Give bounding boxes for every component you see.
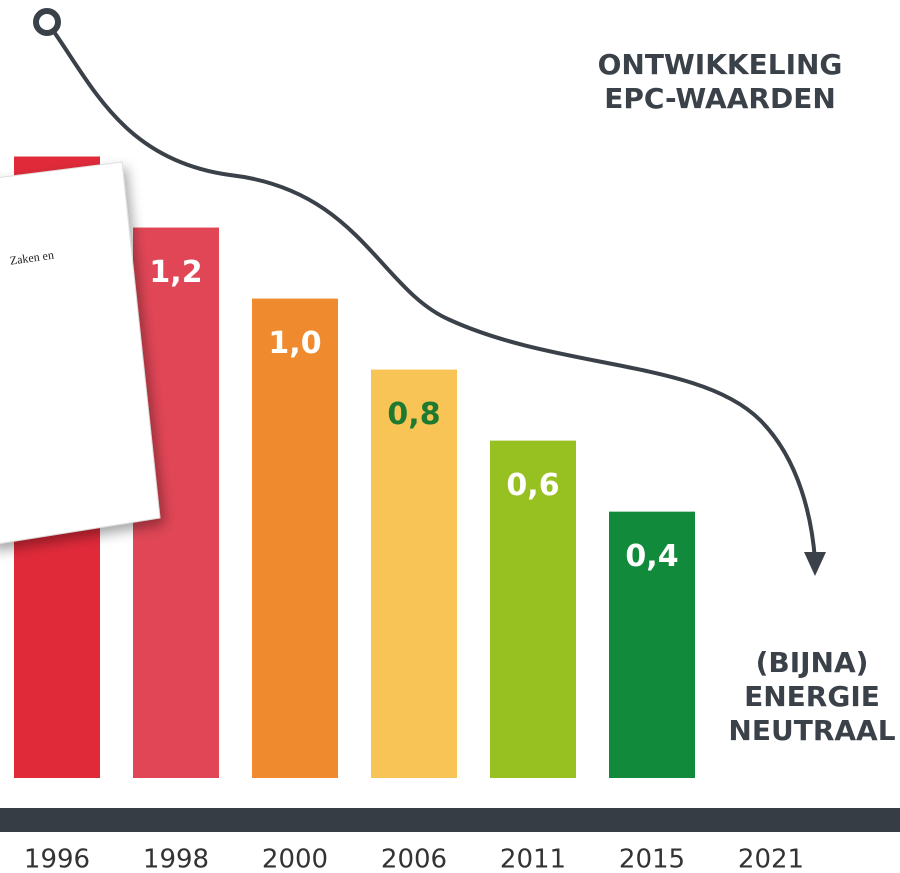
annotation-line: ENERGIE <box>744 680 880 713</box>
x-tick-label: 2006 <box>381 845 447 873</box>
annotation-line: NEUTRAAL <box>728 714 895 747</box>
x-tick-label: 1998 <box>143 845 209 873</box>
x-tick-label: 2015 <box>619 845 685 873</box>
document <box>0 162 160 545</box>
annotation-line: (BIJNA) <box>756 646 869 679</box>
value-label: 1,0 <box>268 326 321 361</box>
value-label: 0,4 <box>625 539 678 574</box>
chart: ONTWIKKELING EPC-WAARDEN (BIJNA) ENERGIE… <box>0 0 900 873</box>
title-line: EPC-WAARDEN <box>604 82 836 115</box>
value-label: 1,2 <box>149 255 202 290</box>
title-line: ONTWIKKELING <box>598 48 843 81</box>
value-label: 0,6 <box>506 468 559 503</box>
x-tick-label: 2011 <box>500 845 566 873</box>
x-tick-label: 1996 <box>24 845 90 873</box>
axis-band <box>0 808 900 832</box>
value-label: 0,8 <box>387 397 440 432</box>
curve-start <box>36 11 58 33</box>
document-page <box>0 162 160 545</box>
bar <box>252 299 338 778</box>
x-tick-label: 2000 <box>262 845 328 873</box>
arrow-head <box>804 552 826 576</box>
x-tick-label: 2021 <box>738 845 804 873</box>
